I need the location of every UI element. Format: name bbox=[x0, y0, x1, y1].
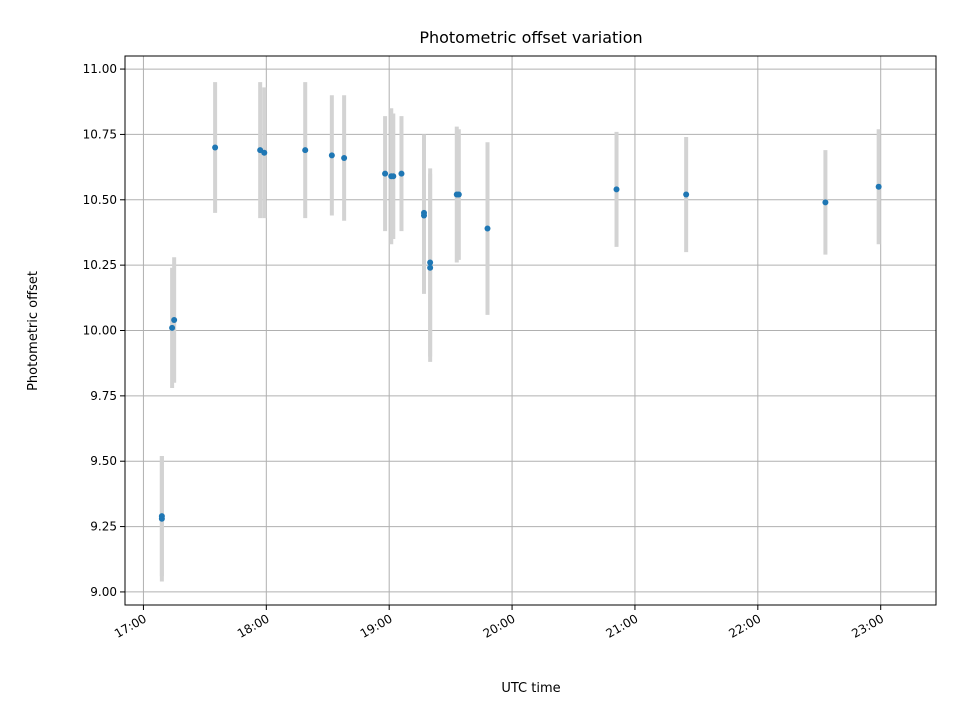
y-tick-label: 10.00 bbox=[83, 324, 117, 338]
data-point bbox=[212, 144, 219, 151]
data-point bbox=[158, 513, 165, 520]
grid bbox=[125, 56, 936, 605]
y-tick-label: 9.50 bbox=[90, 454, 117, 468]
y-tick-label: 9.00 bbox=[90, 585, 117, 599]
data-point bbox=[613, 186, 620, 193]
data-point bbox=[683, 191, 690, 198]
data-point bbox=[341, 154, 348, 161]
data-point bbox=[398, 170, 405, 177]
data-point bbox=[382, 170, 389, 177]
data-point bbox=[875, 183, 882, 190]
data-point bbox=[302, 147, 309, 154]
y-tick-label: 10.75 bbox=[83, 127, 117, 141]
y-tick-label: 10.50 bbox=[83, 193, 117, 207]
chart-title: Photometric offset variation bbox=[419, 28, 642, 47]
data-point bbox=[390, 173, 397, 180]
data-point bbox=[822, 199, 829, 206]
y-axis-ticks: 9.00 9.25 9.50 9.75 10.00 10.25 10.50 10.75 11.0… bbox=[83, 62, 125, 599]
y-tick-label: 11.00 bbox=[83, 62, 117, 76]
data-point bbox=[421, 212, 428, 219]
x-axis-label: UTC time bbox=[501, 681, 560, 696]
data-point bbox=[261, 149, 268, 156]
data-point bbox=[455, 191, 462, 198]
data-point bbox=[427, 264, 434, 271]
data-point bbox=[169, 324, 176, 331]
data-points bbox=[158, 144, 882, 522]
y-tick-label: 9.25 bbox=[90, 520, 117, 534]
data-point bbox=[427, 259, 434, 266]
y-axis-label: Photometric offset bbox=[26, 271, 41, 391]
data-point bbox=[484, 225, 491, 232]
data-point bbox=[171, 317, 178, 324]
y-tick-label: 10.25 bbox=[83, 258, 117, 272]
y-tick-label: 9.75 bbox=[90, 389, 117, 403]
data-point bbox=[328, 152, 335, 159]
